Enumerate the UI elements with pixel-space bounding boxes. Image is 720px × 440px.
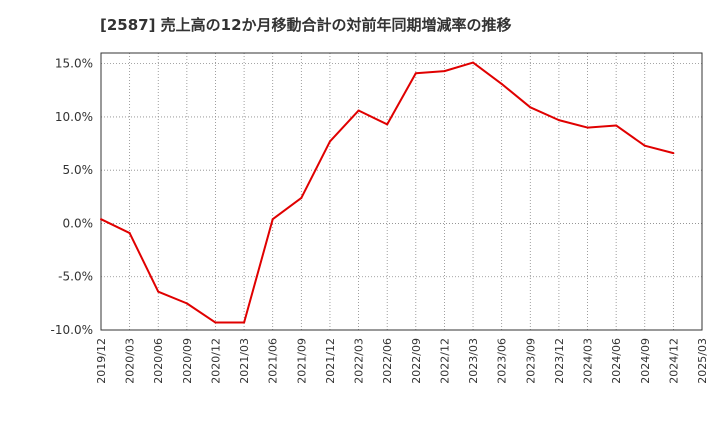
x-tick-label: 2023/09 xyxy=(524,338,537,384)
x-tick-label: 2025/03 xyxy=(696,338,709,384)
data-point xyxy=(185,302,188,305)
y-tick-label: -5.0% xyxy=(58,270,93,284)
x-tick-label: 2020/09 xyxy=(181,338,194,384)
data-point xyxy=(243,321,246,324)
x-tick-label: 2019/12 xyxy=(95,338,108,384)
x-tick-label: 2023/12 xyxy=(553,338,566,384)
x-tick-label: 2024/03 xyxy=(582,338,595,384)
data-point xyxy=(157,290,160,293)
data-point xyxy=(557,119,560,122)
data-point xyxy=(529,106,532,109)
data-point xyxy=(386,123,389,126)
data-point xyxy=(214,321,217,324)
x-tick-label: 2021/06 xyxy=(267,338,280,384)
grid xyxy=(100,53,703,331)
data-point xyxy=(414,72,417,75)
data-point xyxy=(443,70,446,73)
chart-title: [2587] 売上高の12か月移動合計の対前年同期増減率の推移 xyxy=(100,16,512,34)
data-point xyxy=(300,196,303,199)
data-point xyxy=(357,109,360,112)
x-tick-label: 2022/06 xyxy=(381,338,394,384)
plot-area xyxy=(100,52,703,331)
y-tick-label: 5.0% xyxy=(63,163,94,177)
x-tick-label: 2021/03 xyxy=(238,338,251,384)
x-tick-label: 2020/03 xyxy=(124,338,137,384)
y-tick-label: -10.0% xyxy=(51,323,93,337)
data-point xyxy=(500,82,503,85)
x-tick-label: 2023/03 xyxy=(467,338,480,384)
x-tick-label: 2020/12 xyxy=(209,338,222,384)
x-tick-label: 2022/03 xyxy=(353,338,366,384)
x-tick-label: 2024/09 xyxy=(639,338,652,384)
x-tick-label: 2024/12 xyxy=(667,338,680,384)
data-point xyxy=(328,140,331,143)
y-axis: 15.0% 10.0% 5.0% 0.0% -5.0% -10.0% xyxy=(51,57,93,337)
data-point xyxy=(128,232,131,235)
y-tick-label: 0.0% xyxy=(63,216,94,230)
y-tick-label: 10.0% xyxy=(55,110,93,124)
data-point xyxy=(100,218,102,221)
data-point xyxy=(615,124,618,127)
x-tick-label: 2020/06 xyxy=(152,338,165,384)
x-tick-label: 2024/06 xyxy=(610,338,623,384)
series-group xyxy=(100,61,675,324)
data-point xyxy=(472,61,475,64)
x-tick-label: 2023/06 xyxy=(496,338,509,384)
x-tick-label: 2022/12 xyxy=(438,338,451,384)
x-tick-label: 2021/09 xyxy=(295,338,308,384)
x-tick-label: 2021/12 xyxy=(324,338,337,384)
data-point xyxy=(643,144,646,147)
x-axis: 2019/12 2020/03 2020/06 2020/09 2020/12 2021/… xyxy=(95,338,709,384)
data-point xyxy=(271,218,274,221)
data-point xyxy=(586,126,589,129)
y-tick-label: 15.0% xyxy=(55,57,93,71)
x-tick-label: 2022/09 xyxy=(410,338,423,384)
data-point xyxy=(672,152,675,155)
